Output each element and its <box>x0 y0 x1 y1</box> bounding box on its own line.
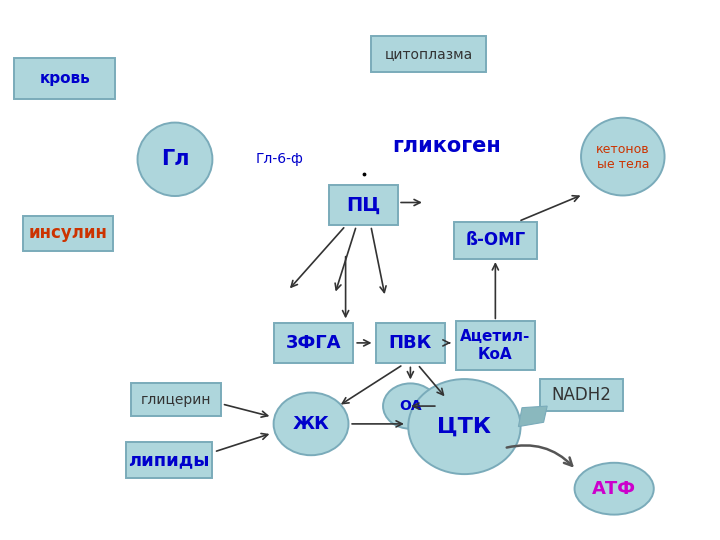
FancyBboxPatch shape <box>14 58 115 98</box>
Ellipse shape <box>575 463 654 515</box>
Text: липиды: липиды <box>128 451 210 469</box>
Text: инсулин: инсулин <box>29 224 108 242</box>
Text: АТФ: АТФ <box>592 480 636 498</box>
Text: ЖК: ЖК <box>292 415 330 433</box>
Ellipse shape <box>383 383 438 429</box>
FancyBboxPatch shape <box>132 383 222 416</box>
Polygon shape <box>518 406 547 427</box>
Text: NADH2: NADH2 <box>552 386 612 404</box>
Text: глицерин: глицерин <box>141 393 212 407</box>
Text: Гл-6-ф: Гл-6-ф <box>256 152 303 166</box>
FancyBboxPatch shape <box>126 442 212 478</box>
Text: цитоплазма: цитоплазма <box>384 47 472 61</box>
Ellipse shape <box>581 118 665 195</box>
Text: ПВК: ПВК <box>389 334 432 352</box>
Text: Гл: Гл <box>161 149 189 170</box>
FancyBboxPatch shape <box>376 322 444 363</box>
FancyBboxPatch shape <box>456 321 535 370</box>
Text: ß-ОМГ: ß-ОМГ <box>465 231 526 249</box>
Text: ОА: ОА <box>399 399 422 413</box>
FancyBboxPatch shape <box>330 185 397 226</box>
FancyBboxPatch shape <box>371 36 486 71</box>
FancyBboxPatch shape <box>23 215 114 251</box>
Ellipse shape <box>408 379 521 474</box>
Text: гликоген: гликоген <box>392 136 501 156</box>
Text: Ацетил-
КоА: Ацетил- КоА <box>460 329 531 362</box>
Ellipse shape <box>274 393 348 455</box>
FancyBboxPatch shape <box>274 322 353 363</box>
Text: ПЦ: ПЦ <box>346 195 381 215</box>
Text: кетонов
ые тела: кетонов ые тела <box>596 143 649 171</box>
Text: 3ФГА: 3ФГА <box>285 334 341 352</box>
FancyBboxPatch shape <box>540 379 624 411</box>
FancyBboxPatch shape <box>454 222 537 259</box>
Ellipse shape <box>138 123 212 196</box>
Text: кровь: кровь <box>40 71 90 86</box>
Text: ЦТК: ЦТК <box>438 416 492 437</box>
